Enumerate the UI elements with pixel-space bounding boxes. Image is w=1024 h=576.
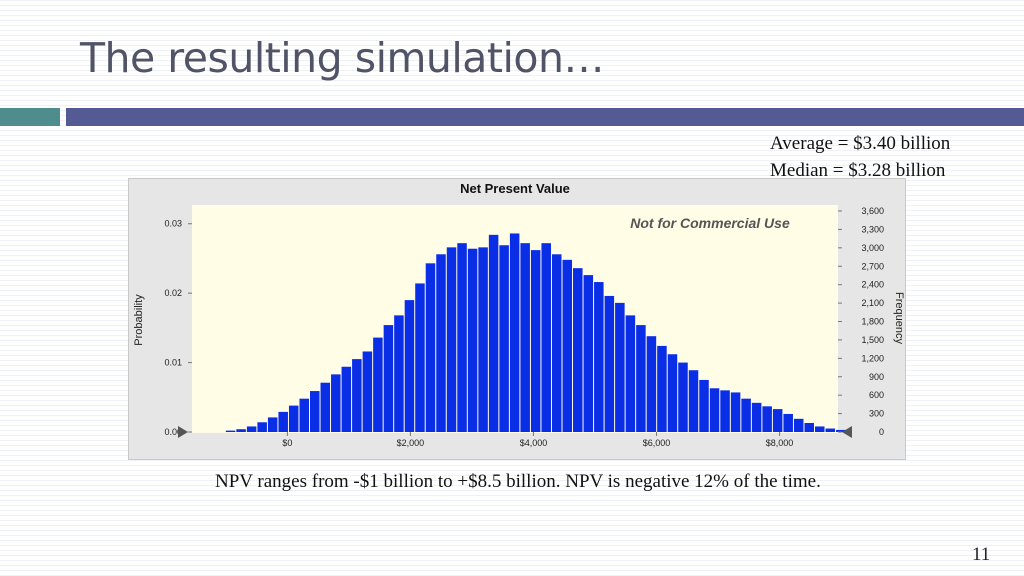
title-accent-bar (0, 108, 60, 126)
y2-axis-label: Frequency (893, 292, 905, 344)
histogram-bar (225, 430, 236, 432)
y-tick-label: 0.01 (164, 358, 182, 368)
y2-tick-label: 1,500 (861, 335, 884, 345)
histogram-bar (467, 248, 478, 432)
histogram-bar (751, 402, 762, 432)
histogram-bar (688, 370, 699, 432)
y2-tick-label: 0 (879, 427, 884, 437)
y2-tick-label: 3,300 (861, 224, 884, 234)
histogram-bar (604, 295, 615, 432)
slide-title: The resulting simulation… (80, 34, 604, 82)
histogram-bar (425, 263, 436, 432)
histogram-bar (394, 315, 404, 432)
y2-tick-label: 600 (869, 390, 884, 400)
histogram-bar (720, 390, 730, 432)
chart-title: Net Present Value (460, 181, 570, 196)
histogram-bar (415, 283, 425, 432)
summary-stats: Average = $3.40 billion Median = $3.28 b… (770, 130, 950, 184)
y-tick-label: 0.02 (164, 288, 182, 298)
histogram-bar (341, 366, 352, 432)
histogram-bar (741, 398, 751, 432)
histogram-bar (509, 233, 520, 432)
y2-tick-label: 2,100 (861, 298, 884, 308)
median-stat: Median = $3.28 billion (770, 160, 946, 181)
histogram-bar (678, 362, 688, 432)
histogram-bar (836, 429, 846, 432)
histogram-bar (562, 259, 573, 432)
histogram-bar (257, 422, 267, 432)
x-tick-label: $8,000 (766, 438, 794, 448)
y2-tick-label: 1,200 (861, 353, 884, 363)
histogram-bar (373, 337, 383, 432)
histogram-bar (446, 247, 457, 432)
histogram-bar (804, 422, 814, 432)
histogram-bar (278, 411, 288, 432)
histogram-bar (267, 417, 278, 432)
histogram-bar (551, 254, 562, 432)
histogram-bar (814, 426, 825, 432)
histogram-bar (499, 245, 509, 432)
histogram-bar (594, 282, 604, 432)
histogram-bar (352, 359, 362, 432)
histogram-bar (793, 418, 804, 432)
y2-tick-label: 900 (869, 372, 884, 382)
caption: NPV ranges from -$1 billion to +$8.5 bil… (215, 471, 821, 492)
x-tick-label: $6,000 (643, 438, 671, 448)
right-slider-icon[interactable] (842, 426, 852, 438)
histogram-bar (615, 302, 625, 432)
histogram-bar (436, 254, 446, 432)
y2-tick-label: 2,700 (861, 261, 884, 271)
watermark: Not for Commercial Use (630, 215, 790, 231)
y2-tick-label: 1,800 (861, 317, 884, 327)
histogram-bar (772, 409, 783, 432)
histogram-bar (730, 392, 741, 432)
y-tick-label: 0.00 (164, 427, 182, 437)
x-tick-label: $4,000 (520, 438, 548, 448)
histogram-bar (699, 379, 709, 432)
histogram-bar (825, 428, 836, 432)
average-stat: Average = $3.40 billion (770, 133, 951, 154)
x-tick-label: $0 (282, 438, 292, 448)
y2-tick-label: 3,600 (861, 206, 884, 216)
histogram-bar (573, 268, 583, 432)
histogram-bar (667, 354, 678, 432)
histogram-bar (636, 325, 646, 432)
histogram-bar (478, 247, 488, 432)
histogram-bar (288, 405, 299, 432)
page-number: 11 (972, 544, 991, 565)
histogram-bar (457, 243, 467, 432)
histogram-bar (320, 382, 331, 432)
histogram-bar (488, 234, 499, 432)
y2-tick-label: 3,000 (861, 243, 884, 253)
histogram-bar (762, 406, 772, 432)
histogram-bar (362, 351, 373, 432)
histogram-bar (236, 429, 246, 432)
histogram-bar (783, 413, 793, 432)
y-axis-label: Probability (133, 294, 145, 346)
y-tick-label: 0.03 (164, 219, 182, 229)
histogram-bar (520, 243, 530, 432)
histogram-bar (299, 398, 309, 432)
x-tick-label: $2,000 (397, 438, 425, 448)
histogram-bar (331, 374, 341, 432)
histogram-bar (404, 300, 415, 432)
histogram-bar (583, 275, 594, 432)
histogram-bar (625, 315, 636, 432)
y2-tick-label: 2,400 (861, 280, 884, 290)
histogram-bar (383, 325, 394, 432)
histogram-bar (646, 336, 657, 432)
left-slider-icon[interactable] (178, 426, 188, 438)
histogram-bar (310, 391, 320, 432)
histogram-bar (657, 345, 667, 432)
y2-tick-label: 300 (869, 409, 884, 419)
title-underline-bar (66, 108, 1024, 126)
histogram-bar (246, 426, 257, 432)
histogram-bar (709, 388, 720, 432)
histogram-bar (530, 250, 541, 432)
histogram-bar (541, 243, 551, 432)
